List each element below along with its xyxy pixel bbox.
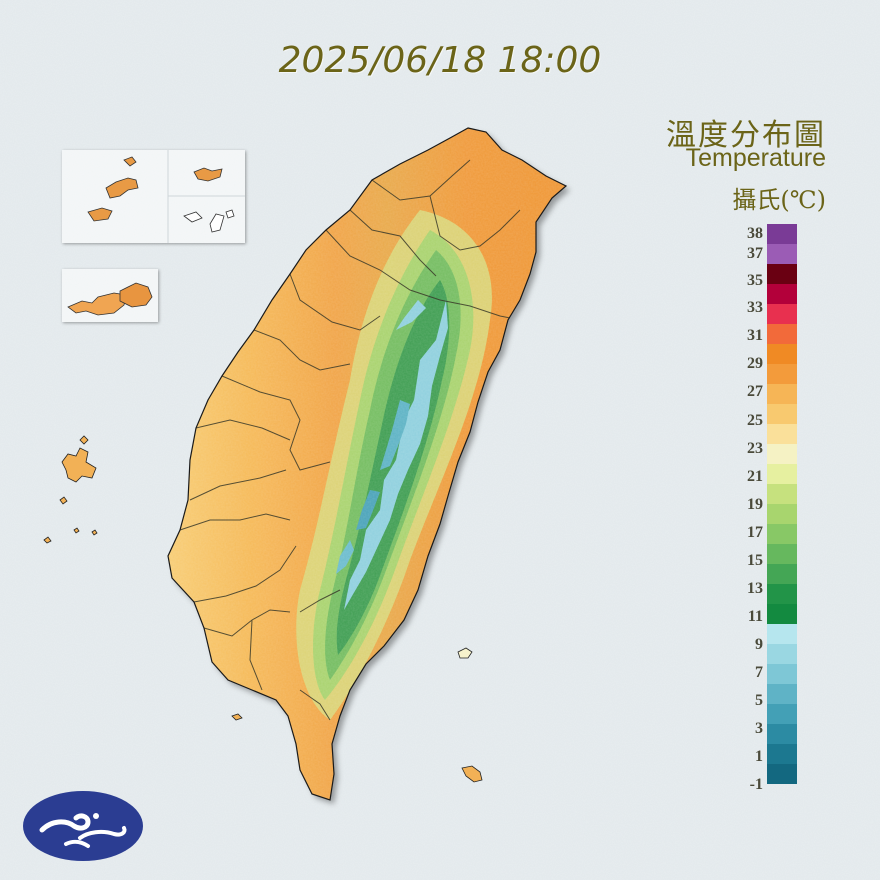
colorbar-swatch: [767, 724, 797, 745]
colorbar-tick-label: 29: [747, 355, 763, 372]
colorbar-tick-label: 31: [747, 327, 763, 344]
colorbar-tick-label: 27: [747, 383, 763, 400]
inset-kinmen-islands: [62, 269, 158, 322]
map-timestamp: 2025/06/18 18:00: [278, 40, 602, 81]
colorbar-swatch: [767, 524, 797, 545]
colorbar-tick-label: 1: [755, 748, 763, 765]
colorbar-tick-label: 11: [747, 608, 763, 625]
colorbar-swatch: [767, 544, 797, 565]
colorbar-tick-label: 13: [747, 580, 763, 597]
colorbar-tick-label: 19: [747, 496, 763, 513]
temperature-colorbar: [767, 224, 797, 784]
colorbar-tick-label: 7: [755, 664, 763, 681]
colorbar-swatch: [767, 424, 797, 445]
colorbar-tick-label: 15: [747, 552, 763, 569]
colorbar-tick-label: 33: [747, 299, 763, 316]
legend-title-zh: 溫度分布圖: [666, 118, 826, 153]
colorbar-swatch: [767, 244, 797, 265]
colorbar-tick-label: 17: [747, 524, 763, 541]
colorbar-swatch: [767, 604, 797, 625]
colorbar-tick-label: 37: [747, 245, 763, 262]
colorbar-swatch: [767, 564, 797, 585]
colorbar-swatch: [767, 464, 797, 485]
colorbar-swatch: [767, 344, 797, 365]
cwa-logo-icon: [23, 791, 143, 861]
colorbar-tick-label: 23: [747, 440, 763, 457]
colorbar-swatch: [767, 684, 797, 705]
colorbar-swatch: [767, 644, 797, 665]
colorbar-tick-label: 38: [747, 225, 763, 242]
inset-matsu-islands: [62, 150, 245, 243]
colorbar-tick-label: 35: [747, 272, 763, 289]
colorbar-swatch: [767, 324, 797, 345]
colorbar-swatch: [767, 384, 797, 405]
colorbar-swatch: [767, 764, 797, 784]
colorbar-swatch: [767, 504, 797, 525]
colorbar-swatch: [767, 484, 797, 505]
colorbar-swatch: [767, 304, 797, 325]
penghu-islands: [43, 435, 98, 544]
colorbar-swatch: [767, 744, 797, 765]
colorbar-tick-label: 21: [747, 468, 763, 485]
colorbar-swatch: [767, 264, 797, 285]
legend-title-en: Temperature: [685, 144, 826, 172]
colorbar-swatch: [767, 284, 797, 305]
colorbar-swatch: [767, 624, 797, 645]
colorbar-swatch: [767, 224, 797, 245]
colorbar-swatch: [767, 444, 797, 465]
colorbar-swatch: [767, 364, 797, 385]
colorbar-swatch: [767, 404, 797, 425]
colorbar-swatch: [767, 664, 797, 685]
colorbar-swatch: [767, 704, 797, 725]
colorbar-tick-label: -1: [749, 776, 763, 793]
colorbar-tick-label: 5: [755, 692, 763, 709]
colorbar-swatch: [767, 584, 797, 605]
colorbar-tick-label: 9: [755, 636, 763, 653]
legend-unit: 攝氏(℃): [732, 186, 826, 214]
colorbar-tick-label: 3: [755, 720, 763, 737]
colorbar-tick-label: 25: [747, 412, 763, 429]
